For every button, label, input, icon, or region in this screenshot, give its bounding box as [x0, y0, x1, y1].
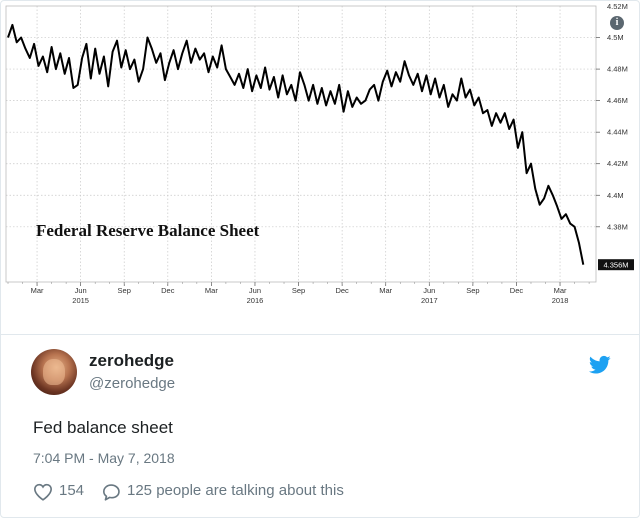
tweet-timestamp[interactable]: 7:04 PM - May 7, 2018: [33, 450, 175, 466]
tweet-text: Fed balance sheet: [33, 418, 173, 437]
chart-title: Federal Reserve Balance Sheet: [36, 221, 260, 240]
info-icon[interactable]: i: [610, 16, 624, 30]
x-tick-label: Mar: [205, 286, 218, 295]
media-divider: [0, 334, 640, 335]
y-tick-label: 4.4M: [607, 191, 624, 200]
x-tick-label: Mar: [31, 286, 44, 295]
x-tick-label: Dec: [510, 286, 524, 295]
chart-svg: 4.38M 4.4M 4.42M 4.44M 4.46M 4.48M 4.5M Mar Jun…: [5, 2, 634, 305]
chart-plot-frame: [5, 5, 597, 283]
x-tick-label: Jun: [249, 286, 261, 295]
y-tick-label: 4.44M: [607, 128, 628, 137]
display-name[interactable]: zerohedge: [89, 351, 175, 370]
heart-icon[interactable]: [33, 483, 53, 501]
chart-image[interactable]: 4.38M 4.4M 4.42M 4.44M 4.46M 4.48M 4.5M Mar Jun…: [0, 0, 640, 334]
x-tick-label: Dec: [161, 286, 175, 295]
x-tick-label: Sep: [118, 286, 131, 295]
like-count[interactable]: 154: [59, 482, 85, 499]
avatar[interactable]: [31, 349, 77, 395]
y-tick-label: 4.48M: [607, 65, 628, 74]
x-tick-label: Mar: [554, 286, 567, 295]
twitter-bird-icon[interactable]: [589, 355, 611, 375]
y-tick-label: 4.42M: [607, 159, 628, 168]
x-year-label: 2017: [421, 296, 438, 305]
last-value-marker: 4.356M: [598, 259, 634, 271]
x-tick-label: Mar: [379, 286, 392, 295]
reply-icon[interactable]: [102, 483, 122, 501]
x-tick-label: Jun: [75, 286, 87, 295]
screen-name[interactable]: @zerohedge: [89, 375, 176, 392]
y-tick-label: 4.38M: [607, 222, 628, 231]
y-axis: 4.38M 4.4M 4.42M 4.44M 4.46M 4.48M 4.5M: [596, 33, 628, 231]
x-year-label: 2018: [552, 296, 569, 305]
x-year-label: 2015: [72, 296, 89, 305]
y-tick-label: 4.5M: [607, 33, 624, 42]
x-year-label: 2016: [247, 296, 264, 305]
y-tick-label: 4.46M: [607, 96, 628, 105]
x-tick-label: Sep: [292, 286, 305, 295]
balance-sheet-line: [7, 23, 585, 265]
x-tick-label: Jun: [423, 286, 435, 295]
last-value-label: 4.356M: [603, 260, 628, 269]
x-tick-label: Dec: [335, 286, 349, 295]
talking-about-link[interactable]: 125 people are talking about this: [127, 482, 344, 499]
x-tick-label: Sep: [466, 286, 479, 295]
chart-grid: [6, 6, 596, 282]
y-axis-top-label: 4.52M: [607, 2, 628, 11]
